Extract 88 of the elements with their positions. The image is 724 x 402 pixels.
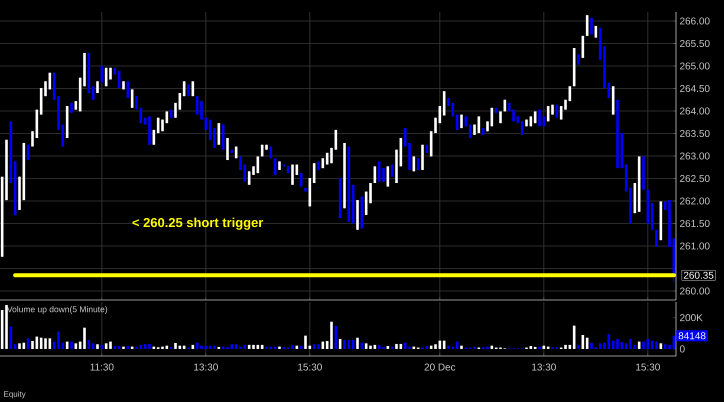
bar bbox=[330, 322, 333, 349]
bar bbox=[586, 338, 588, 349]
bar bbox=[260, 344, 264, 349]
bar bbox=[174, 343, 177, 349]
bar bbox=[109, 342, 112, 349]
bar bbox=[148, 344, 151, 349]
bar bbox=[386, 346, 390, 349]
bar bbox=[96, 344, 99, 349]
bar bbox=[304, 336, 307, 349]
bar bbox=[74, 343, 78, 349]
y-tick-label: 0 bbox=[680, 345, 685, 352]
bar bbox=[456, 342, 458, 349]
bar bbox=[83, 328, 86, 349]
bar bbox=[200, 346, 203, 349]
bar bbox=[434, 344, 437, 349]
x-tick-label: 13:30 bbox=[194, 364, 218, 371]
bar bbox=[334, 326, 338, 349]
y-tick-label: 265.50 bbox=[680, 40, 710, 48]
bar bbox=[447, 346, 450, 349]
bar bbox=[582, 335, 584, 349]
bar bbox=[26, 338, 30, 349]
bar bbox=[564, 344, 567, 349]
bar bbox=[590, 342, 593, 349]
x-tick-label: 15:30 bbox=[298, 364, 322, 371]
bar bbox=[638, 342, 640, 349]
bar bbox=[14, 344, 16, 349]
bar bbox=[100, 344, 104, 349]
bar bbox=[542, 346, 546, 349]
bar bbox=[352, 340, 354, 349]
bar bbox=[296, 346, 298, 349]
bar bbox=[616, 338, 619, 349]
bar bbox=[629, 338, 632, 349]
y-tick-label: 263.50 bbox=[680, 130, 710, 138]
bar bbox=[10, 326, 12, 349]
bar bbox=[182, 346, 186, 349]
y-tick-label: 264.50 bbox=[680, 84, 710, 92]
ref-line-label: 260.35 bbox=[684, 272, 714, 279]
bar bbox=[66, 342, 68, 349]
bar bbox=[57, 332, 60, 349]
bar bbox=[18, 343, 21, 349]
x-tick-label: 20 Dec bbox=[424, 364, 456, 371]
y-tick-label: 262.00 bbox=[680, 197, 710, 205]
bar bbox=[317, 344, 320, 349]
candlestick bbox=[118, 70, 120, 88]
bar bbox=[655, 342, 658, 349]
bar bbox=[291, 344, 294, 349]
bar bbox=[92, 343, 94, 349]
y-tick-label: 265.00 bbox=[680, 62, 710, 70]
bar bbox=[126, 346, 130, 349]
bar bbox=[490, 346, 494, 349]
bar bbox=[338, 338, 342, 349]
bar bbox=[360, 342, 364, 349]
bar bbox=[213, 346, 216, 349]
bar bbox=[192, 344, 194, 349]
bar bbox=[460, 346, 463, 349]
bar bbox=[252, 344, 255, 349]
bar bbox=[70, 342, 73, 349]
bar bbox=[356, 338, 359, 349]
bar bbox=[660, 343, 662, 349]
bar bbox=[395, 344, 398, 349]
bar bbox=[44, 338, 47, 349]
y-tick-label: 200K bbox=[680, 314, 703, 322]
bar bbox=[369, 346, 372, 349]
annotation: < 260.25 short trigger bbox=[132, 218, 264, 230]
x-tick-label: 11:30 bbox=[90, 364, 114, 371]
bar bbox=[300, 346, 302, 349]
y-tick-label: 260.00 bbox=[680, 287, 710, 295]
y-tick-label: 261.50 bbox=[680, 220, 710, 228]
bar bbox=[118, 346, 120, 349]
bar bbox=[572, 326, 576, 349]
bar bbox=[88, 340, 90, 349]
y-tick-label: 261.00 bbox=[680, 242, 710, 250]
y-tick-label: 263.00 bbox=[680, 152, 710, 160]
x-tick-label: 15:30 bbox=[636, 364, 660, 371]
bar bbox=[442, 340, 446, 349]
bar bbox=[5, 304, 8, 349]
bar bbox=[642, 342, 645, 349]
y-tick-label: 262.50 bbox=[680, 174, 710, 182]
bar bbox=[577, 344, 580, 349]
bar bbox=[114, 346, 116, 349]
x-tick-label: 13:30 bbox=[532, 364, 556, 371]
candlestick bbox=[304, 188, 307, 192]
bar bbox=[322, 342, 324, 349]
y-tick-label: 264.00 bbox=[680, 107, 710, 115]
bar bbox=[31, 340, 34, 349]
y-tick-label: 266.00 bbox=[680, 17, 710, 25]
text: 84148 bbox=[678, 332, 706, 340]
bar bbox=[343, 340, 346, 349]
